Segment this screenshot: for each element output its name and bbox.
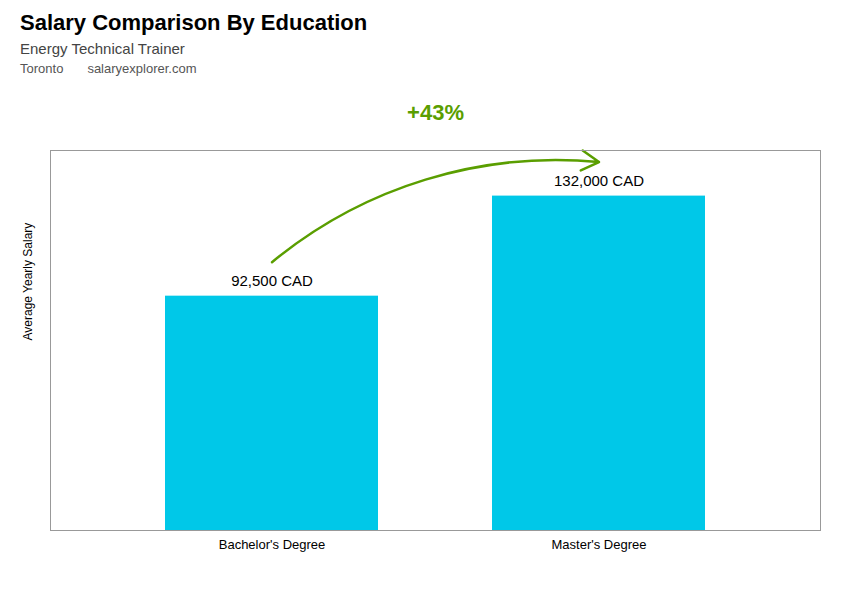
svg-text:92,500 CAD: 92,500 CAD	[231, 272, 313, 289]
html-text:salaryexplorer.com: salaryexplorer.com	[87, 61, 197, 76]
svg-text:Master's Degree: Master's Degree	[552, 537, 647, 552]
svg-text:Average Yearly Salary: Average Yearly Salary	[21, 223, 35, 341]
svg-text:+43%: +43%	[407, 100, 464, 125]
svg-text:132,000 CAD: 132,000 CAD	[554, 172, 644, 189]
html-text:Salary Comparison By Education: Salary Comparison By Education	[20, 10, 368, 35]
html-text:Toronto: Toronto	[20, 61, 64, 76]
svg-text:Bachelor's Degree: Bachelor's Degree	[219, 537, 326, 552]
html-text:Energy Technical Trainer: Energy Technical Trainer	[20, 40, 185, 57]
